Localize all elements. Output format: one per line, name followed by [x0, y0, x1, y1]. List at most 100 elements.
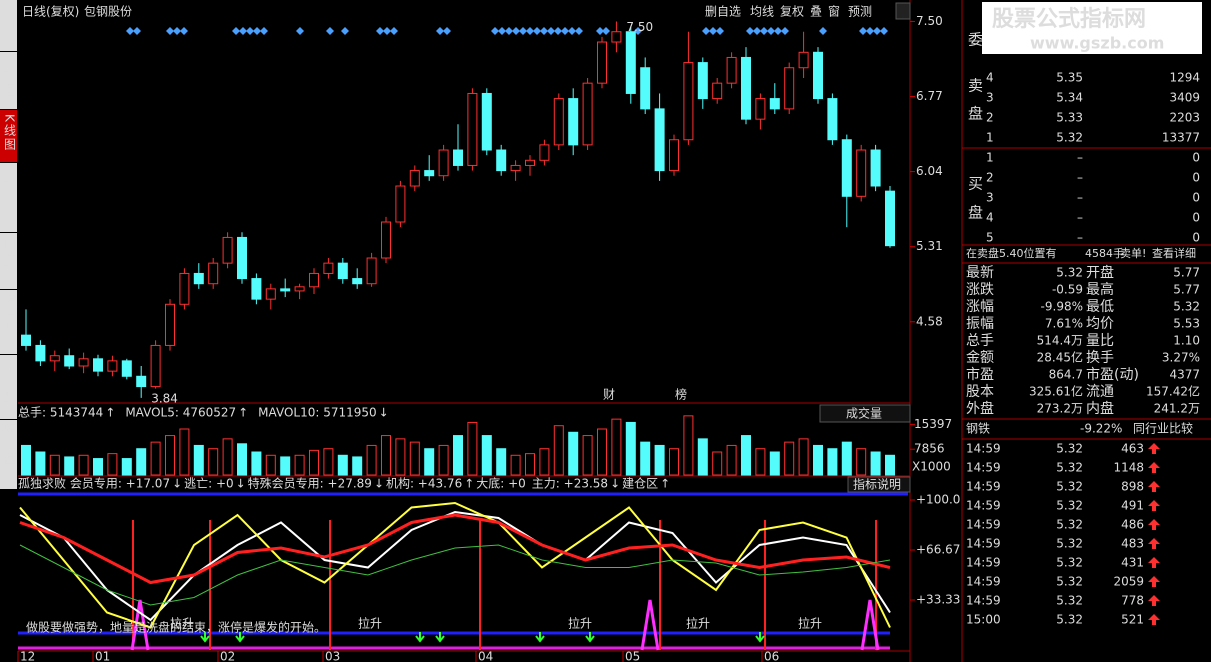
stat-value: 864.7 — [1049, 368, 1083, 382]
candle-body — [625, 31, 636, 94]
sidebar-tab-label[interactable]: 个股资料 — [3, 167, 17, 223]
volume-bar — [208, 448, 219, 476]
stat-label: 涨跌 — [966, 282, 994, 298]
candle-body — [265, 288, 276, 300]
notice: 4584手 — [1085, 246, 1124, 260]
stat-value: 325.61亿 — [1029, 384, 1083, 399]
volume-bar — [726, 444, 737, 476]
trade-arrow — [1148, 595, 1160, 606]
signal-diamond — [709, 27, 717, 35]
sidebar-tab[interactable] — [0, 290, 17, 354]
signal-diamond — [133, 27, 141, 35]
trade-arrow — [1148, 557, 1160, 568]
indicator-button[interactable] — [847, 476, 911, 493]
trade-arrow — [1148, 481, 1160, 492]
x-tick-label: 05 — [625, 650, 640, 662]
sidebar-tab[interactable] — [0, 0, 17, 51]
candle-body — [741, 56, 751, 120]
y-tick-label: +33.33 — [916, 593, 960, 607]
volume-bar — [697, 438, 708, 476]
toolbar-button[interactable]: 预测 — [848, 5, 872, 19]
toolbar: 删自选 均线 复权叠窗预测 — [705, 2, 911, 20]
y-tick-label: 4.58 — [916, 314, 943, 328]
sidebar-tab[interactable] — [0, 163, 17, 232]
notice[interactable]: 查看详细 — [1152, 246, 1196, 260]
sidebar-tab-label[interactable]: 超级盘口 — [3, 423, 17, 480]
candle-body — [208, 262, 219, 285]
indicator-header: 特殊会员专用: +27.89 — [248, 476, 372, 491]
candle-body — [726, 56, 737, 84]
candle-body — [453, 149, 463, 166]
sidebar-tab[interactable] — [0, 52, 17, 109]
sidebar-tab-label[interactable]: 分时图 — [3, 56, 17, 98]
volume-bar — [856, 448, 867, 476]
toolbar-button[interactable]: 叠 — [810, 5, 822, 19]
trade-time: 14:59 — [966, 442, 1001, 456]
signal-diamond — [253, 27, 261, 35]
sidebar-tab-label[interactable]: K线图 — [3, 114, 17, 152]
sidebar-tab[interactable] — [0, 233, 17, 289]
signal-arrow — [415, 632, 425, 643]
volume-bar — [467, 421, 478, 476]
signal-diamond — [383, 27, 391, 35]
watermark-bg — [982, 2, 1202, 54]
toolbar-button[interactable]: 删自选 — [705, 5, 741, 19]
volume-bar — [121, 458, 132, 476]
volume-bar — [597, 428, 607, 476]
dropdown[interactable] — [819, 404, 911, 423]
volume-header: 总手: 5143744 — [18, 406, 103, 420]
y-tick-label: 15397 — [914, 417, 952, 431]
candle-body — [827, 98, 838, 141]
candle-body — [395, 185, 406, 223]
price-chart: 7.50 6.77 6.04 5.31 4.58 7.50 3.84 — [21, 14, 943, 405]
candle-body — [35, 344, 46, 362]
candle-body — [683, 62, 694, 141]
toolbar-button[interactable]: 复权 — [780, 5, 804, 19]
volume-bar — [525, 453, 535, 476]
sidebar-tab-label[interactable]: 自选股 — [3, 237, 17, 279]
candle-body — [193, 272, 204, 285]
y-tick-label: 7856 — [914, 442, 945, 456]
sidebar-tab[interactable] — [0, 355, 17, 419]
volume-bar — [798, 438, 809, 476]
toolbar-button[interactable]: 窗 — [828, 5, 840, 19]
trade-arrow — [1148, 576, 1160, 587]
toolbar-arrow[interactable] — [895, 2, 911, 20]
trade-time: 14:59 — [966, 480, 1001, 494]
candle-body — [481, 92, 492, 151]
book-volume: 1294 — [1169, 71, 1200, 85]
trade-time: 14:59 — [966, 594, 1001, 608]
sidebar-tab-label[interactable]: 应用 — [3, 3, 17, 32]
book-price: – — [1077, 231, 1083, 245]
sidebar-tab[interactable] — [0, 420, 17, 489]
signal-arrow — [755, 632, 765, 643]
stat-label: 涨幅 — [966, 299, 994, 315]
trade-price: 5.32 — [1056, 480, 1083, 494]
indicator-button-label[interactable]: 指标说明 — [853, 477, 901, 492]
book-volume: 0 — [1192, 171, 1200, 185]
candle-body — [251, 278, 262, 300]
volume-bar — [251, 451, 262, 476]
volume-bar — [179, 428, 190, 476]
trade-time: 14:59 — [966, 499, 1001, 513]
candle-body — [510, 164, 521, 172]
candle-body — [366, 257, 377, 285]
sidebar-tab-label[interactable]: 牛叉诊股 — [3, 358, 17, 415]
book-price: – — [1077, 191, 1083, 205]
stat-label: 量比 — [1086, 333, 1114, 349]
watermark-url: www.gszb.com — [1030, 34, 1164, 53]
candle-body — [525, 159, 535, 166]
trade-price: 5.32 — [1056, 594, 1083, 608]
toolbar-button[interactable]: 均线 — [750, 5, 774, 19]
industry-compare[interactable]: 同行业比较 — [1133, 421, 1193, 436]
signal-diamond — [519, 27, 527, 35]
dropdown-label[interactable]: 成交量 — [846, 406, 882, 421]
industry: 钢铁 — [966, 422, 990, 436]
candle-body — [755, 98, 766, 120]
sidebar-tab[interactable] — [0, 110, 17, 162]
candle-body — [438, 149, 449, 177]
sidebar-tab-label[interactable]: 综合排名 — [3, 294, 17, 350]
signal-diamond — [180, 27, 188, 35]
volume-bar — [755, 448, 766, 476]
